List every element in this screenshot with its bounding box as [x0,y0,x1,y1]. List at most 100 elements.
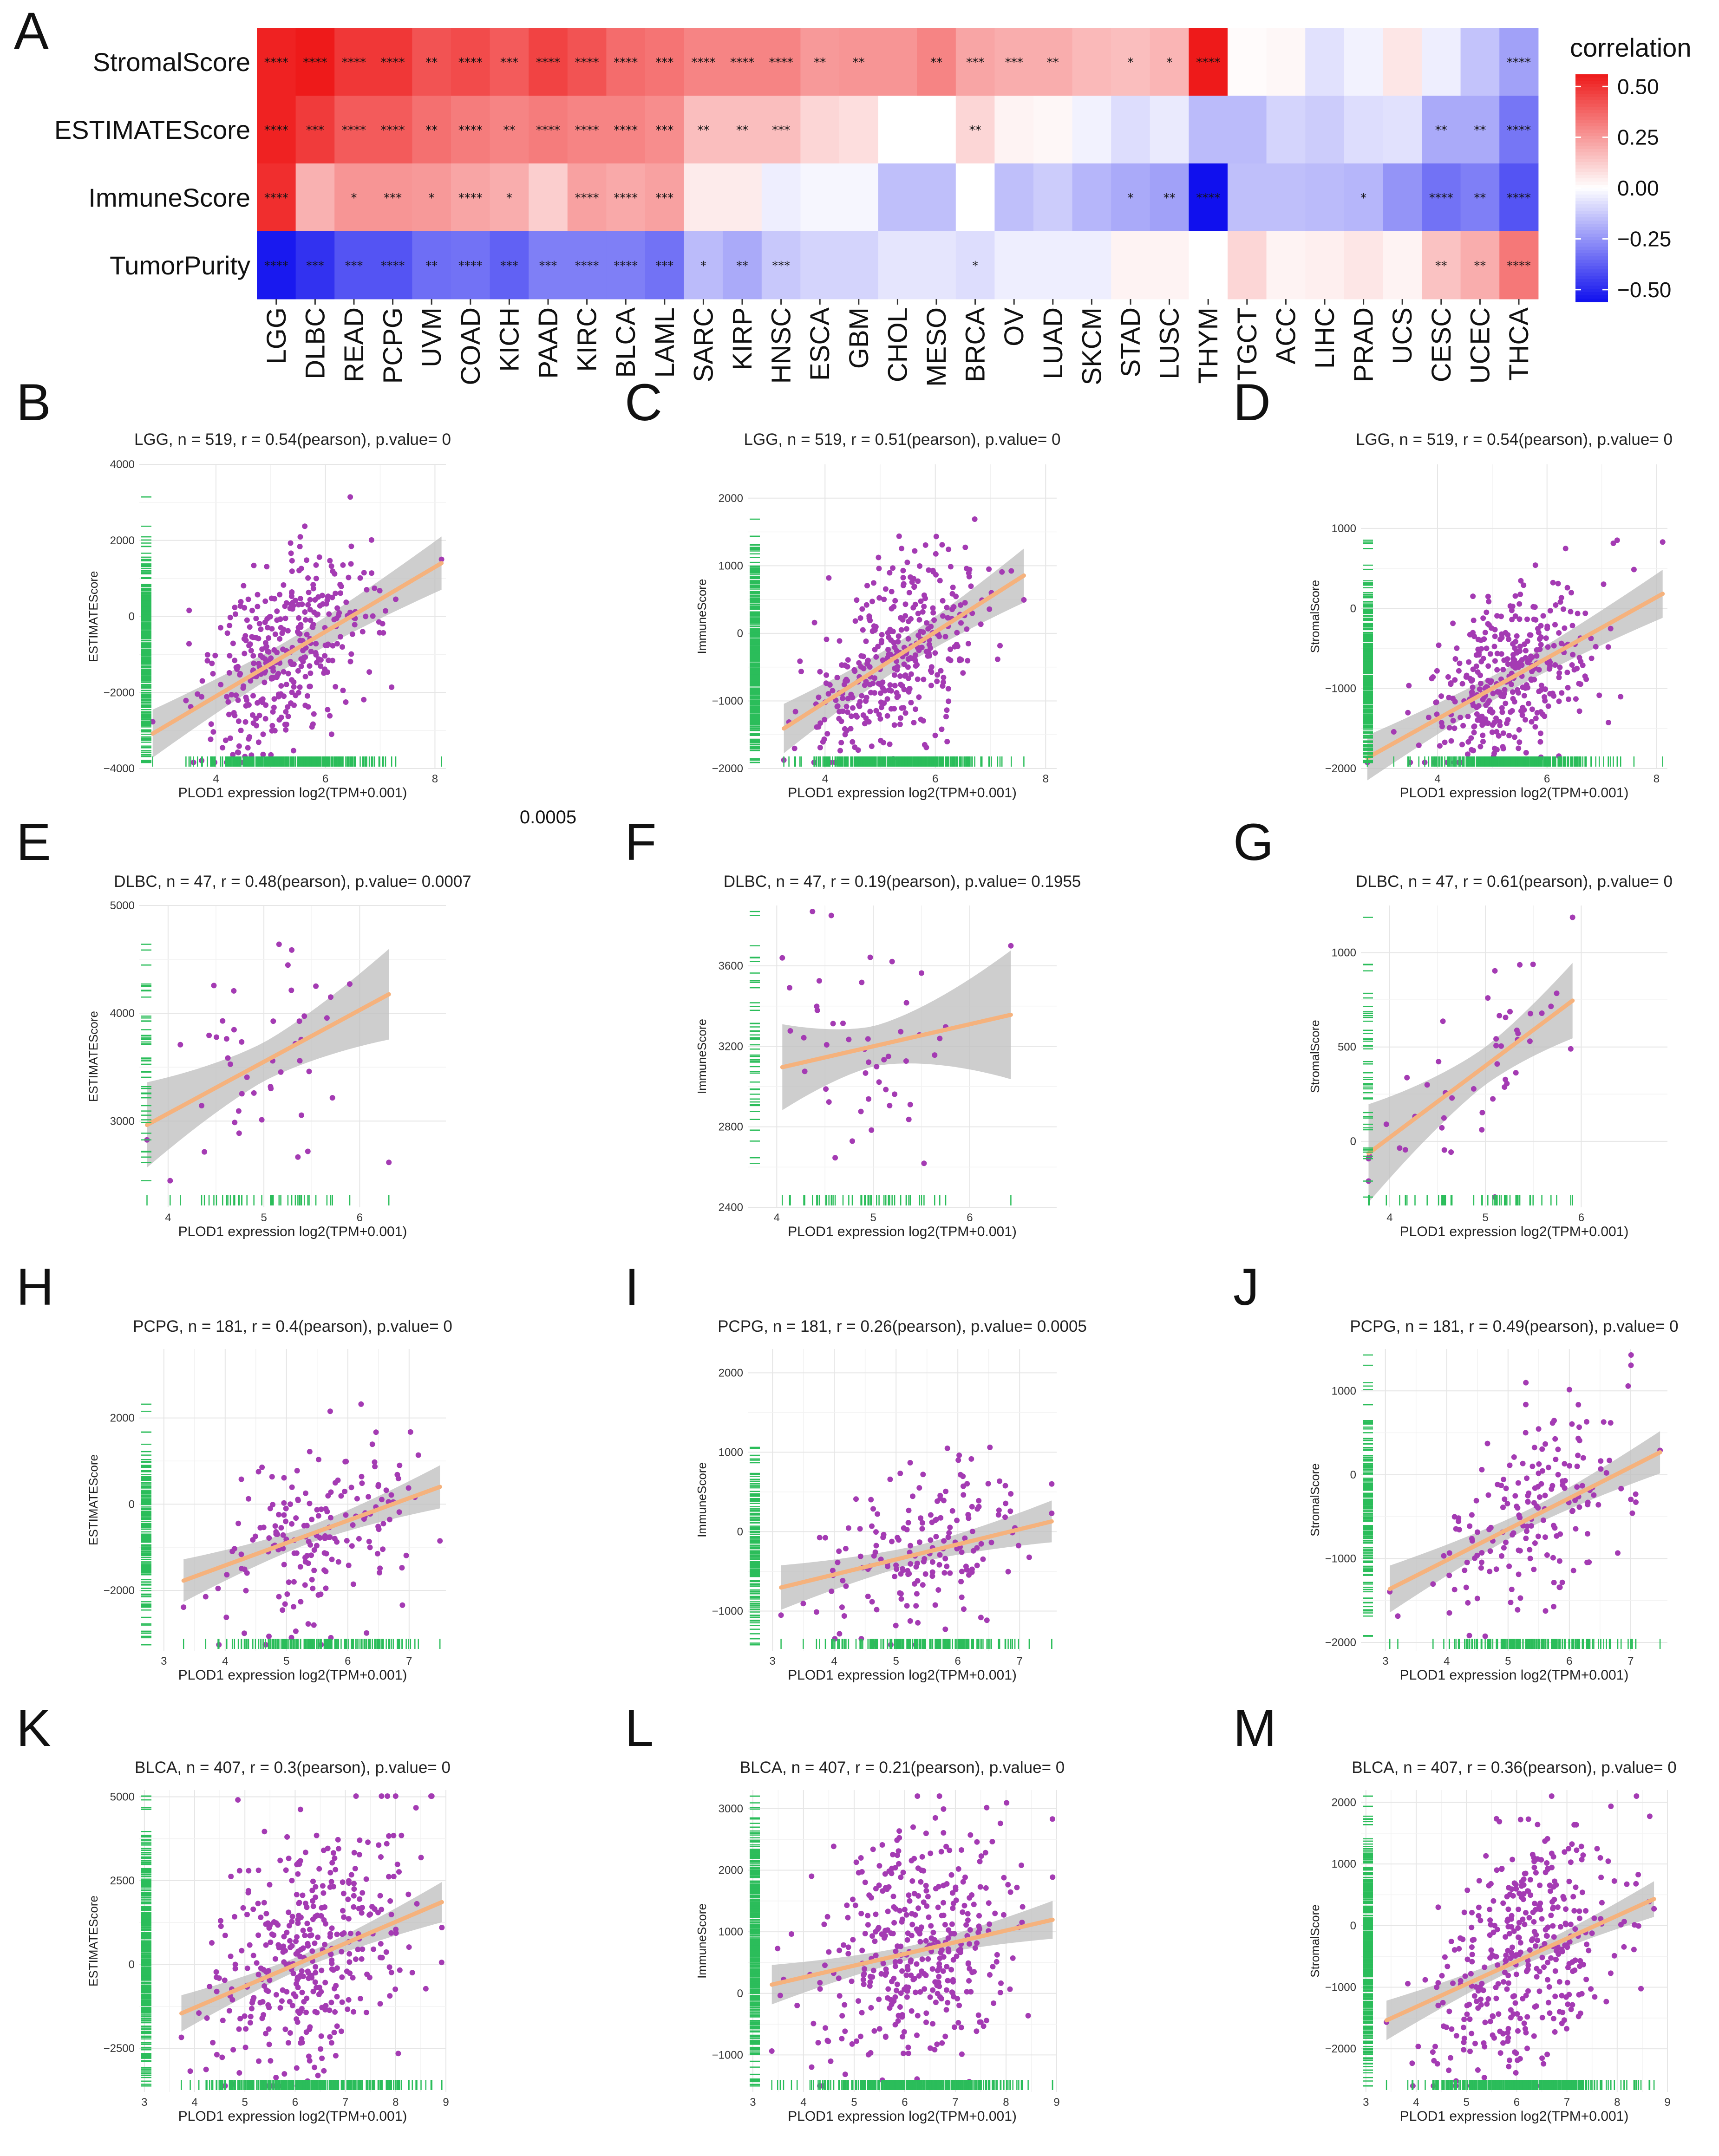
data-point [256,712,262,718]
data-point [300,647,306,653]
data-point [307,1542,314,1548]
panel-label-C: C [625,373,662,431]
colorbar: correlation 0.50 0.25 0.00 −0.25 −0.50 [1570,33,1691,302]
data-point [863,678,869,684]
heatmap-cell [1033,163,1073,232]
data-point [870,680,876,686]
data-point [364,1630,370,1636]
data-point [876,554,882,560]
heatmap-cell [490,163,529,232]
data-point [1545,703,1551,709]
data-point [959,1569,965,1575]
data-point [1491,750,1497,756]
data-point [898,627,904,633]
data-point [229,1549,235,1554]
significance-stars: ** [1047,56,1059,70]
data-point [250,712,255,718]
x-tick-label: 4 [213,773,219,785]
heatmap-cell [373,163,412,232]
data-point [263,640,268,646]
significance-stars: ** [1474,191,1486,205]
data-point [349,1543,355,1549]
data-point [1471,730,1477,736]
data-point [887,741,893,747]
data-point [372,1464,378,1470]
data-point [299,601,305,607]
data-point [202,1149,208,1155]
data-point [1508,709,1513,715]
data-point [853,1496,859,1502]
data-point [1558,640,1564,646]
data-point [1425,715,1431,720]
data-point [223,1036,229,1042]
data-point [889,1538,895,1544]
data-point [945,615,951,621]
data-point [1553,602,1559,608]
data-point [368,537,374,543]
data-point [1580,662,1586,668]
heatmap-cell [1499,28,1539,96]
data-point [297,684,303,690]
data-point [854,597,860,603]
data-point [1450,717,1456,723]
heatmap-cell [1033,28,1073,96]
data-point [361,570,367,576]
data-point [940,613,946,619]
data-point [846,1036,852,1042]
significance-stars: **** [342,56,366,70]
data-point [1556,698,1562,704]
data-point [218,682,224,688]
heatmap-cell [1499,96,1539,164]
data-point [845,657,851,663]
data-point [1492,658,1498,664]
data-point [887,570,893,576]
data-point [342,1488,347,1494]
panel-label-F: F [625,813,656,871]
y-tick-label: 2000 [110,1412,135,1425]
data-point [329,594,335,600]
data-point [332,1480,338,1486]
data-point [276,941,282,947]
data-point [291,1604,296,1610]
data-point [1471,1086,1477,1092]
data-point [1562,546,1569,552]
data-point [307,1500,313,1506]
data-point [866,1096,872,1102]
data-point [293,692,299,698]
data-point [1493,1042,1499,1049]
data-point [232,713,238,718]
data-point [842,731,848,737]
data-point [1605,644,1611,650]
significance-stars: * [506,191,512,205]
data-point [311,1547,317,1553]
data-point [859,979,865,985]
data-point [295,1497,301,1503]
data-point [293,1628,299,1634]
heatmap-cell [1072,28,1111,96]
data-point [1528,1010,1533,1016]
data-point [271,696,277,702]
scatter-panel-E: E DLBC, n = 47, r = 0.48(pearson), p.valu… [16,813,471,1239]
colorbar-segment [1575,286,1608,289]
data-point [243,703,249,709]
colorbar-segment [1575,156,1608,159]
heatmap-cell [917,96,956,164]
data-point [872,675,878,681]
significance-stars: **** [458,124,483,137]
data-point [921,677,927,683]
data-point [1523,717,1528,723]
data-point [926,650,932,656]
data-point [911,576,916,581]
data-point [322,1533,328,1539]
heatmap-column-label: BRCA [961,307,991,382]
data-point [1512,645,1518,651]
heatmap-cell [334,96,374,164]
data-point [1573,696,1579,702]
data-point [269,626,275,632]
significance-stars: **** [575,56,599,70]
data-point [177,1042,183,1048]
data-point [863,602,869,608]
colorbar-segment [1575,273,1608,276]
data-point [305,575,311,581]
y-tick-label: 2800 [719,1121,743,1133]
